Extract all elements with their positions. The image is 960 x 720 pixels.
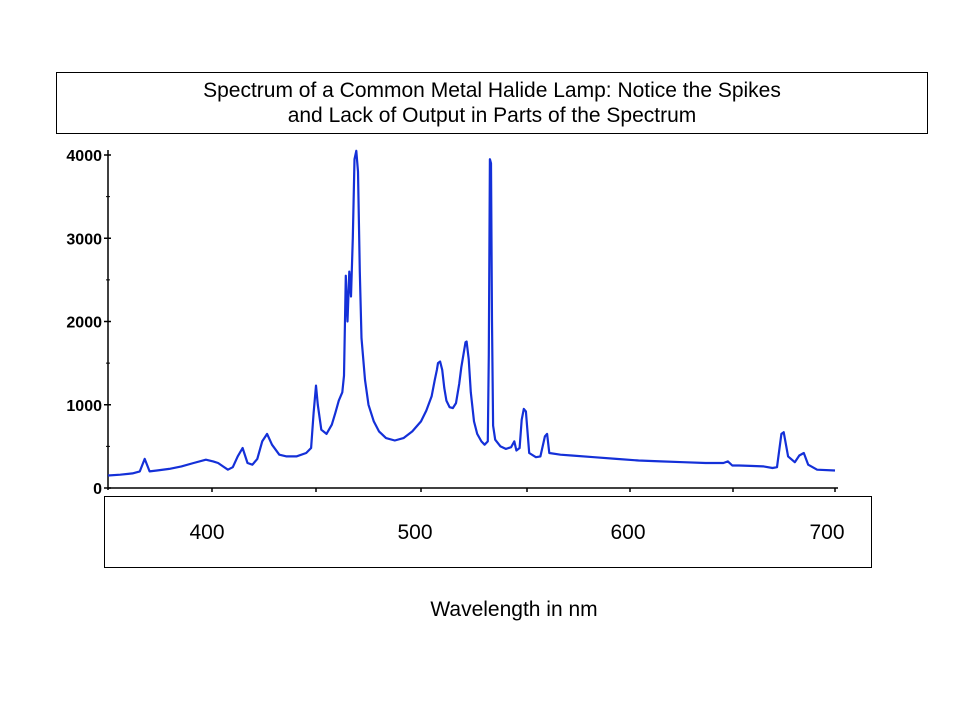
- spectrum-series-line: [107, 149, 836, 477]
- y-tick-label: 3000: [66, 231, 102, 248]
- y-axis: 0 1000 2000 3000 4000: [66, 148, 111, 498]
- x-tick-label: 600: [610, 521, 646, 544]
- chart-title: Spectrum of a Common Metal Halide Lamp: …: [203, 79, 781, 102]
- x-tick-label-box: 400 500 600 700: [104, 496, 872, 568]
- series-group: [107, 149, 836, 477]
- x-tick-label: 500: [397, 521, 433, 544]
- x-axis-label: Wavelength in nm: [430, 598, 598, 621]
- y-tick-label: 0: [93, 481, 102, 498]
- chart-subtitle: and Lack of Output in Parts of the Spect…: [287, 104, 697, 127]
- x-axis: [108, 487, 838, 492]
- chart-title-block: Spectrum of a Common Metal Halide Lamp: …: [203, 78, 781, 128]
- y-tick-label: 4000: [66, 148, 102, 165]
- x-tick-label: 700: [809, 521, 845, 544]
- chart-title-box: Spectrum of a Common Metal Halide Lamp: …: [56, 72, 928, 134]
- x-tick-label: 400: [189, 521, 225, 544]
- y-tick-label: 2000: [66, 315, 102, 332]
- y-tick-label: 1000: [66, 398, 102, 415]
